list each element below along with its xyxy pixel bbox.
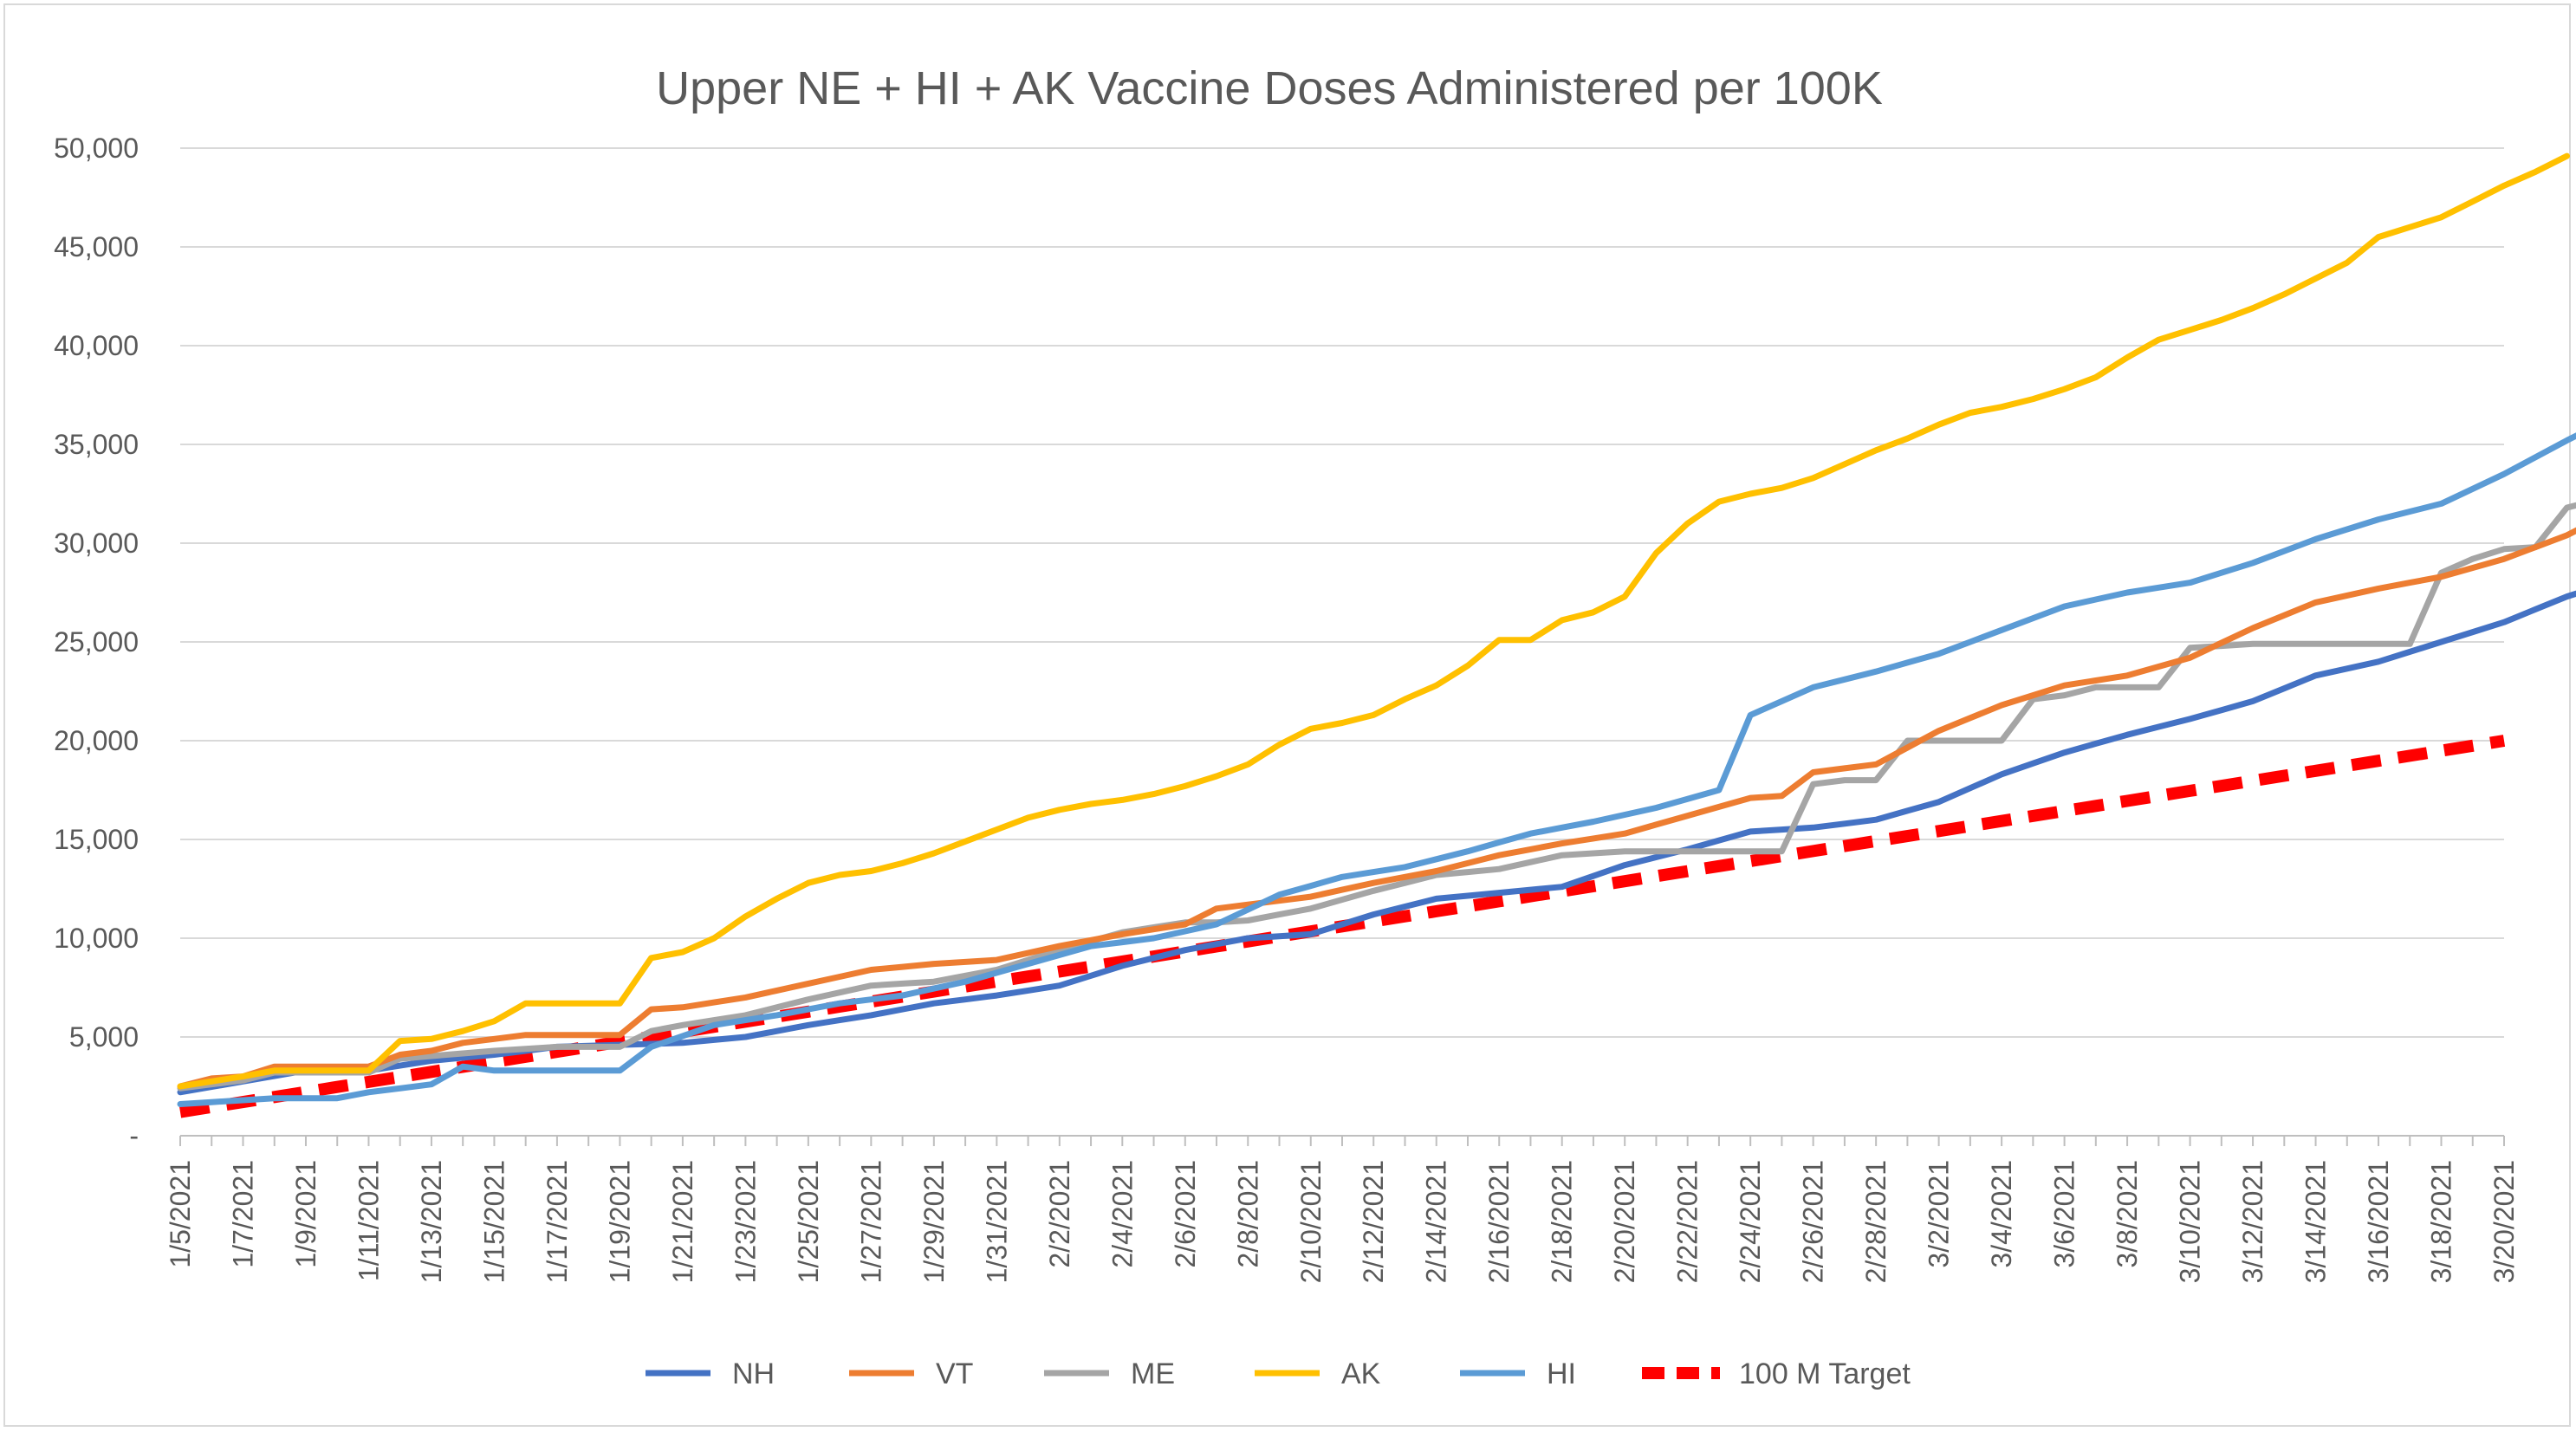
x-tick-label: 3/14/2021 [2300,1160,2332,1283]
x-tick-label: 2/20/2021 [1609,1160,1640,1283]
x-tick-label: 1/21/2021 [667,1160,698,1283]
x-tick-label: 1/5/2021 [165,1160,196,1268]
x-tick-label: 2/24/2021 [1735,1160,1766,1283]
x-tick-label: 1/9/2021 [290,1160,321,1268]
y-tick-label: - [129,1120,139,1151]
x-tick-label: 2/12/2021 [1358,1160,1389,1283]
y-tick-label: 20,000 [54,725,139,756]
gridlines [180,147,2504,1038]
legend-label: 100 M Target [1739,1357,1911,1390]
x-tick-label: 1/15/2021 [478,1160,509,1283]
chart-title: Upper NE + HI + AK Vaccine Doses Adminis… [656,62,1883,114]
y-tick-label: 10,000 [54,923,139,954]
series-line-vt [177,527,2576,1090]
x-tick-label: 2/16/2021 [1483,1160,1515,1283]
y-tick-label: 5,000 [69,1021,139,1053]
x-tick-label: 2/6/2021 [1170,1160,1201,1268]
x-tick-label: 2/10/2021 [1295,1160,1327,1283]
legend-label: AK [1341,1357,1381,1390]
x-tick-label: 3/10/2021 [2175,1160,2206,1283]
legend: NH VT ME AK HI 100 M Target [646,1357,1911,1390]
x-tick-label: 3/8/2021 [2112,1160,2143,1268]
series-line-nh [177,590,2576,1096]
x-tick-label: 2/22/2021 [1672,1160,1703,1283]
x-tick-label: 1/7/2021 [227,1160,258,1268]
chart-frame [3,3,2571,1427]
x-tick-label: 1/31/2021 [981,1160,1012,1283]
series-lines [177,152,2576,1118]
x-tick-label: 3/18/2021 [2426,1160,2457,1283]
x-tick-label: 3/12/2021 [2237,1160,2268,1283]
x-axis: 1/5/2021 1/7/2021 1/9/2021 1/11/2021 1/13/20… [165,1135,2520,1283]
x-tick-label: 2/8/2021 [1232,1160,1263,1268]
x-tick-label: 1/11/2021 [353,1160,384,1281]
x-tick-label: 3/4/2021 [1986,1160,2017,1268]
y-tick-label: 50,000 [54,133,139,164]
x-tick-label: 1/25/2021 [793,1160,824,1283]
x-tick-label: 2/28/2021 [1860,1160,1891,1283]
x-tick-label: 3/2/2021 [1924,1160,1955,1268]
legend-label: HI [1547,1357,1576,1390]
y-tick-label: 35,000 [54,429,139,460]
y-tick-label: 25,000 [54,626,139,658]
y-tick-label: 15,000 [54,824,139,855]
y-axis-ticks: - 5,000 10,000 15,000 20,000 25,000 30,000 35,0… [54,133,139,1151]
x-tick-label: 1/23/2021 [730,1160,761,1283]
legend-label: NH [732,1357,775,1390]
legend-label: VT [936,1357,973,1390]
series-line-ak [177,152,2570,1090]
x-tick-label: 3/6/2021 [2049,1160,2080,1268]
series-line-hi [177,432,2576,1107]
y-tick-label: 45,000 [54,231,139,262]
x-tick-label: 1/13/2021 [416,1160,447,1283]
x-tick-label: 3/20/2021 [2488,1160,2520,1283]
legend-label: ME [1131,1357,1175,1390]
x-tick-label: 2/26/2021 [1798,1160,1829,1283]
y-tick-label: 40,000 [54,330,139,361]
series-line-me [177,502,2576,1092]
x-tick-label: 1/17/2021 [542,1160,573,1283]
x-tick-label: 1/27/2021 [855,1160,886,1283]
x-tick-label: 1/19/2021 [604,1160,635,1283]
x-tick-label: 1/29/2021 [918,1160,950,1283]
x-tick-label: 2/2/2021 [1044,1160,1075,1268]
x-tick-label: 3/16/2021 [2363,1160,2394,1283]
y-tick-label: 30,000 [54,528,139,559]
x-tick-label: 2/14/2021 [1421,1160,1452,1283]
x-tick-label: 2/18/2021 [1547,1160,1578,1283]
x-tick-label: 2/4/2021 [1106,1160,1138,1268]
